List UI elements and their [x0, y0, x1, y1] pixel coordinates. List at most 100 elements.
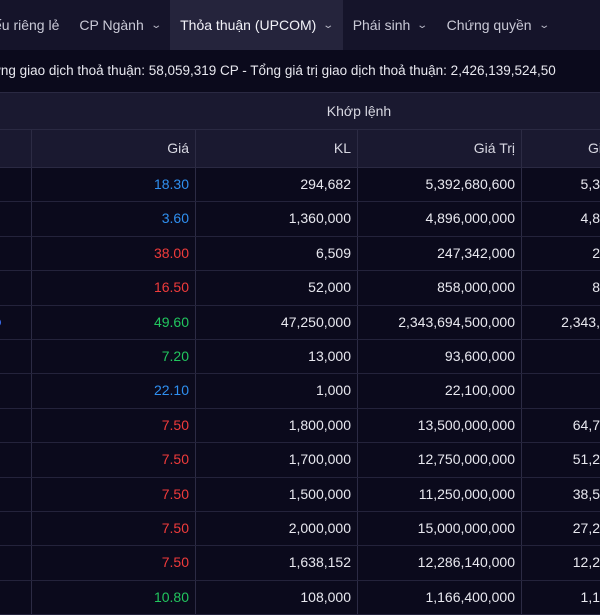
- column-header-partial[interactable]: Gi: [588, 140, 600, 156]
- volume-cell: 13,000: [196, 339, 358, 374]
- price-cell: 7.50: [32, 511, 196, 546]
- table-row[interactable]: 7.50 2,000,000 15,000,000,000 27,2: [0, 511, 600, 547]
- symbol-cell: [0, 477, 32, 511]
- partial-value: 5,3: [580, 176, 600, 192]
- price-cell: 3.60: [32, 202, 196, 236]
- nav-tab-label: Phái sinh: [352, 17, 411, 33]
- table-row[interactable]: 22.10 1,000 22,100,000: [0, 374, 600, 409]
- symbol-cell: [0, 408, 32, 443]
- symbol-cell: [0, 271, 32, 305]
- price-cell: 22.10: [32, 374, 196, 408]
- value-cell: 15,000,000,000: [358, 511, 522, 546]
- symbol-cell: [0, 305, 32, 339]
- group-header-row: Khớp lệnh: [0, 92, 600, 130]
- partial-value: 2,343,: [561, 313, 600, 330]
- volume-cell: 1,360,000: [196, 202, 358, 236]
- price-cell: 16.50: [32, 271, 196, 305]
- nav-tab-label: Chứng quyền: [446, 17, 532, 33]
- volume-cell: 47,250,000: [196, 305, 358, 339]
- symbol-cell: [0, 511, 32, 546]
- symbol-cell: [0, 443, 32, 477]
- symbol-cell: [0, 202, 32, 236]
- price-cell: 7.20: [32, 339, 196, 374]
- volume-cell: 1,000: [196, 374, 358, 408]
- nav-tab-1[interactable]: CP Ngành ⌄: [69, 0, 170, 50]
- partial-cell: 4,8: [522, 202, 600, 235]
- symbol-cell: [0, 374, 32, 408]
- price-cell: 7.50: [32, 408, 196, 443]
- partial-value: 8: [592, 279, 600, 296]
- volume-cell: 1,638,152: [196, 546, 358, 580]
- table-row[interactable]: 3.60 1,360,000 4,896,000,000 4,8: [0, 202, 600, 237]
- value-cell: 11,250,000,000: [358, 477, 522, 511]
- nav-tab-2[interactable]: Thỏa thuận (UPCOM) ⌄: [170, 0, 343, 50]
- symbol-cell: [0, 339, 32, 374]
- table-body: 18.30 294,682 5,392,680,600 5,3 3.60 1,360,00…: [0, 168, 600, 615]
- nav-tab-4[interactable]: Chứng quyền ⌄: [437, 0, 558, 50]
- value-cell: 93,600,000: [358, 339, 522, 374]
- status-dot-icon: [0, 317, 1, 327]
- volume-cell: 1,700,000: [196, 443, 358, 477]
- chevron-down-icon: ⌄: [322, 19, 335, 31]
- price-cell: 7.50: [32, 546, 196, 580]
- volume-cell: 1,500,000: [196, 477, 358, 511]
- symbol-cell: [0, 546, 32, 580]
- table-row[interactable]: 38.00 6,509 247,342,000 2: [0, 236, 600, 272]
- nav-tab-3[interactable]: Phái sinh ⌄: [343, 0, 437, 50]
- table-row[interactable]: 18.30 294,682 5,392,680,600 5,3: [0, 168, 600, 203]
- symbol-cell: [0, 580, 32, 615]
- partial-value: 2: [592, 244, 600, 261]
- symbol-cell: [0, 168, 32, 202]
- price-cell: 49.60: [32, 305, 196, 339]
- chevron-down-icon: ⌄: [537, 19, 550, 31]
- volume-cell: 52,000: [196, 271, 358, 305]
- chevron-down-icon: ⌄: [150, 19, 162, 31]
- partial-cell: 2,343,: [522, 306, 600, 339]
- partial-cell: 8: [522, 271, 600, 304]
- table-row[interactable]: 7.50 1,700,000 12,750,000,000 51,2: [0, 443, 600, 478]
- value-cell: 247,342,000: [358, 236, 522, 271]
- partial-value: 12,2: [572, 554, 600, 571]
- column-header-volume[interactable]: KL: [196, 130, 358, 167]
- volume-cell: 6,509: [196, 236, 358, 271]
- partial-value: 38,5: [572, 485, 600, 502]
- price-cell: 7.50: [32, 443, 196, 477]
- partial-value: 1,1: [580, 588, 600, 605]
- partial-value: 64,7: [572, 416, 600, 433]
- nav-tab-0[interactable]: ếu riêng lẻ: [0, 0, 69, 50]
- nav-tab-label: CP Ngành: [79, 17, 144, 33]
- summary-text: ợng giao dịch thoả thuận: 58,059,319 CP …: [0, 63, 556, 78]
- partial-cell: 2: [522, 237, 600, 270]
- table-row[interactable]: 49.60 47,250,000 2,343,694,500,000 2,343,: [0, 305, 600, 340]
- volume-cell: 294,682: [196, 168, 358, 202]
- value-cell: 12,750,000,000: [358, 443, 522, 477]
- price-cell: 10.80: [32, 580, 196, 615]
- partial-cell: 64,7: [522, 409, 600, 442]
- value-cell: 5,392,680,600: [358, 168, 522, 202]
- group-header-khop-lenh: Khớp lệnh: [326, 103, 392, 119]
- value-cell: 4,896,000,000: [358, 202, 522, 236]
- table-row[interactable]: 7.20 13,000 93,600,000: [0, 339, 600, 375]
- value-cell: 22,100,000: [358, 374, 522, 408]
- value-cell: 1,166,400,000: [358, 580, 522, 615]
- value-cell: 13,500,000,000: [358, 408, 522, 443]
- table-row[interactable]: 7.50 1,638,152 12,286,140,000 12,2: [0, 546, 600, 581]
- partial-cell: [522, 374, 600, 407]
- volume-cell: 1,800,000: [196, 408, 358, 443]
- column-header-row: Giá KL Giá Trị Gi: [0, 130, 600, 168]
- market-nav-bar: ếu riêng lẻ CP Ngành ⌄ Thỏa thuận (UPCOM) ⌄ P…: [0, 0, 600, 50]
- nav-tab-label: ếu riêng lẻ: [0, 17, 60, 33]
- price-cell: 7.50: [32, 477, 196, 511]
- volume-cell: 2,000,000: [196, 511, 358, 546]
- table-row[interactable]: 7.50 1,500,000 11,250,000,000 38,5: [0, 477, 600, 512]
- partial-cell: 51,2: [522, 443, 600, 476]
- column-header-value[interactable]: Giá Trị: [358, 130, 522, 167]
- table-row[interactable]: 7.50 1,800,000 13,500,000,000 64,7: [0, 408, 600, 444]
- nav-tab-label: Thỏa thuận (UPCOM): [180, 17, 317, 33]
- value-cell: 2,343,694,500,000: [358, 305, 522, 339]
- table-row[interactable]: 16.50 52,000 858,000,000 8: [0, 271, 600, 306]
- column-header-price[interactable]: Giá: [32, 130, 196, 167]
- chevron-down-icon: ⌄: [416, 19, 429, 31]
- volume-cell: 108,000: [196, 580, 358, 615]
- table-row[interactable]: 10.80 108,000 1,166,400,000 1,1: [0, 580, 600, 615]
